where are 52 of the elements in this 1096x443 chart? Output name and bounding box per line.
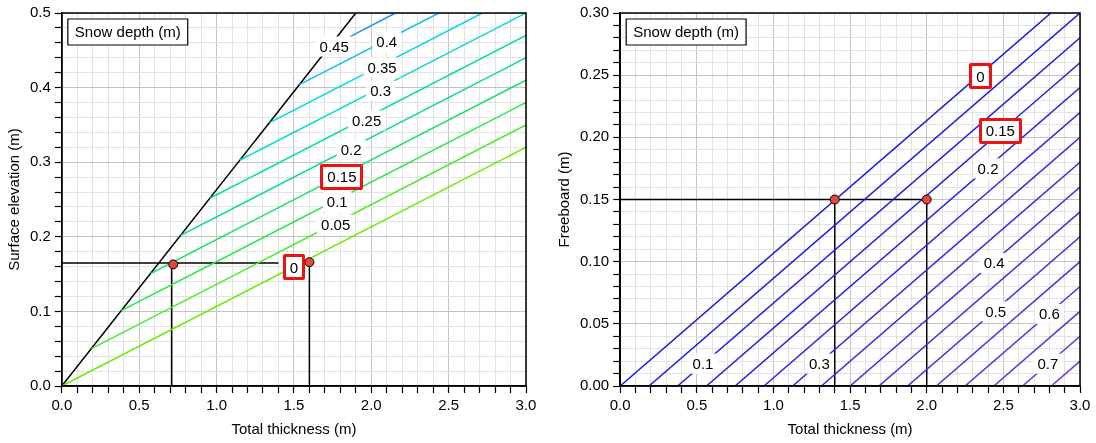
y-tick-label: 0.1 <box>29 301 51 319</box>
x-tick-label: 0.0 <box>51 396 73 414</box>
x-tick-label: 2.0 <box>360 396 382 414</box>
y-tick-label: 0.5 <box>29 3 51 21</box>
annotation: 0.1 <box>692 354 714 372</box>
annotation: 0.3 <box>809 354 830 372</box>
x-tick-label: 3.0 <box>515 396 537 414</box>
annotation: 0.6 <box>1038 305 1060 323</box>
x-tick-label: 2.5 <box>992 396 1014 414</box>
annotation: 0.2 <box>977 159 999 177</box>
annotation: 0.5 <box>985 302 1007 320</box>
annotation: 0.4 <box>376 33 398 51</box>
annotation: 0.7 <box>1037 354 1059 372</box>
y-tick-label: 0.0 <box>29 376 51 394</box>
x-tick-label: 2.5 <box>438 396 460 414</box>
annotation: 0.35 <box>367 58 397 76</box>
y-tick-label: 0.3 <box>29 152 51 170</box>
x-tick-label: 1.5 <box>283 396 305 414</box>
y-tick-label: 0.30 <box>579 3 610 21</box>
x-tick-label: 1.0 <box>206 396 227 414</box>
x-axis-title: Total thickness (m) <box>787 420 913 438</box>
y-tick-label: 0.20 <box>579 127 610 145</box>
x-tick-label: 0.5 <box>128 396 150 414</box>
y-axis-title: Surface elevation (m) <box>5 128 23 271</box>
annotation: 0.15 <box>985 122 1015 140</box>
annotation: 0.45 <box>319 37 349 55</box>
x-tick-label: 1.5 <box>839 396 861 414</box>
annotation: 0.25 <box>352 111 382 129</box>
y-tick-label: 0.4 <box>29 77 51 95</box>
annotation: 0.2 <box>340 140 362 158</box>
x-tick-label: 2.0 <box>916 396 938 414</box>
x-tick-label: 0.0 <box>609 396 631 414</box>
y-tick-label: 0.00 <box>579 376 610 394</box>
y-tick-label: 0.05 <box>579 313 610 331</box>
y-tick-label: 0.25 <box>579 65 610 83</box>
annotation: 0 <box>976 67 985 85</box>
x-tick-label: 0.5 <box>686 396 708 414</box>
annotation: 0.3 <box>370 81 391 99</box>
y-tick-label: 0.2 <box>29 226 51 244</box>
y-tick-label: 0.15 <box>579 189 610 207</box>
annotation: 0 <box>289 258 299 276</box>
y-axis-title: Freeboard (m) <box>555 151 573 248</box>
annotation: 0.05 <box>321 216 351 233</box>
x-tick-label: 3.0 <box>1069 396 1091 414</box>
y-tick-label: 0.10 <box>579 251 610 269</box>
legend-title: Snow depth (m) <box>74 23 181 41</box>
annotation: 0.15 <box>327 168 357 186</box>
annotation: 0.4 <box>983 254 1005 272</box>
legend-title: Snow depth (m) <box>633 23 740 41</box>
x-tick-label: 1.0 <box>763 396 784 414</box>
annotation: 0.1 <box>326 192 348 210</box>
x-axis-title: Total thickness (m) <box>231 420 357 438</box>
